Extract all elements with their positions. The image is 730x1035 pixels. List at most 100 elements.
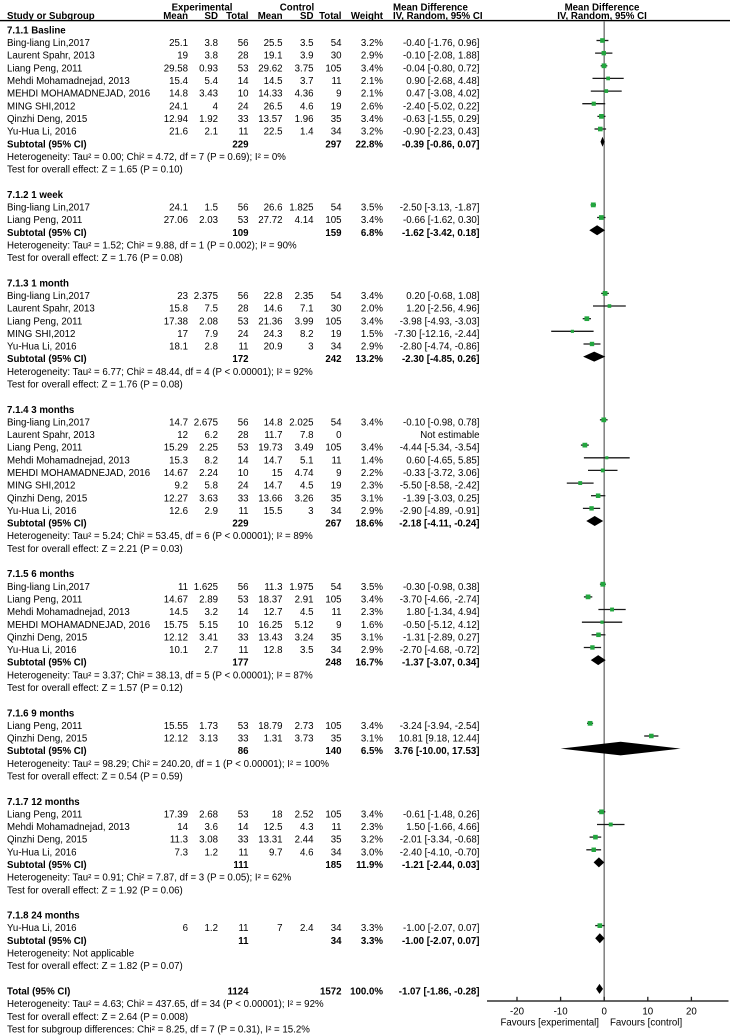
svg-text:15.29: 15.29 [164,443,188,454]
svg-text:11: 11 [238,847,248,858]
svg-text:11: 11 [238,506,248,517]
svg-text:SD: SD [300,11,313,22]
svg-text:2.7: 2.7 [205,645,218,656]
svg-text:15.8: 15.8 [169,304,188,315]
svg-text:Mean Difference: Mean Difference [393,3,468,14]
svg-text:17.38: 17.38 [164,316,188,327]
svg-text:Test for overall effect: Z = 1: Test for overall effect: Z = 1.92 (P = 0… [7,885,183,896]
svg-text:IV, Random, 95% CI: IV, Random, 95% CI [557,11,647,22]
svg-text:-5.50 [-8.58, -2.42]: -5.50 [-8.58, -2.42] [400,481,480,492]
svg-text:Test for overall effect: Z = 1: Test for overall effect: Z = 1.82 (P = 0… [7,961,183,972]
svg-text:11.3: 11.3 [170,835,188,846]
svg-text:3.2%: 3.2% [361,835,383,846]
svg-text:105: 105 [325,63,341,74]
svg-text:248: 248 [325,658,342,669]
svg-text:35: 35 [331,734,342,745]
svg-text:16.25: 16.25 [258,620,282,631]
svg-text:100.0%: 100.0% [350,987,383,998]
svg-text:159: 159 [325,228,342,239]
svg-text:14: 14 [238,822,249,833]
svg-text:17.39: 17.39 [164,809,188,820]
svg-text:105: 105 [325,316,341,327]
svg-text:6.2: 6.2 [205,430,218,441]
svg-text:12.94: 12.94 [164,114,189,125]
svg-text:-3.24 [-3.94, -2.54]: -3.24 [-3.94, -2.54] [400,721,480,732]
svg-text:24.3: 24.3 [264,329,283,340]
svg-text:33: 33 [238,632,249,643]
svg-text:1.96: 1.96 [295,114,314,125]
svg-text:18.1: 18.1 [169,342,188,353]
svg-text:23: 23 [177,291,188,302]
svg-text:-4.44 [-5.34, -3.54]: -4.44 [-5.34, -3.54] [400,443,480,454]
svg-text:24.1: 24.1 [169,203,188,214]
svg-text:Test for overall effect: Z = 1: Test for overall effect: Z = 1.65 (P = 0… [7,165,183,176]
svg-text:Subtotal (95% CI): Subtotal (95% CI) [7,228,87,239]
svg-text:7.1.7 12 months: 7.1.7 12 months [7,797,80,808]
svg-text:54: 54 [331,38,342,49]
svg-text:56: 56 [238,38,249,49]
svg-text:Subtotal (95% CI): Subtotal (95% CI) [7,936,87,947]
svg-text:18.37: 18.37 [258,595,282,606]
svg-text:5.8: 5.8 [205,481,218,492]
svg-text:Liang Peng, 2011: Liang Peng, 2011 [7,809,82,820]
svg-text:11.9%: 11.9% [356,860,383,871]
svg-text:1124: 1124 [227,987,249,998]
svg-text:3.1%: 3.1% [361,493,383,504]
svg-text:54: 54 [331,582,342,593]
svg-text:2.73: 2.73 [295,721,314,732]
svg-text:-2.40 [-5.02, 0.22]: -2.40 [-5.02, 0.22] [403,101,479,112]
svg-text:22.8%: 22.8% [356,139,384,150]
svg-text:0: 0 [336,430,342,441]
svg-text:2.3%: 2.3% [361,822,383,833]
svg-text:2.3%: 2.3% [361,481,383,492]
svg-text:14.67: 14.67 [164,595,188,606]
svg-text:53: 53 [238,215,249,226]
svg-text:7.1.3 1 month: 7.1.3 1 month [7,278,69,289]
svg-text:34: 34 [331,645,342,656]
svg-text:0.90 [-2.68, 4.48]: 0.90 [-2.68, 4.48] [406,76,479,87]
svg-text:19: 19 [331,101,342,112]
svg-text:3.4%: 3.4% [361,595,383,606]
svg-text:0: 0 [602,1006,608,1017]
svg-text:17: 17 [177,329,188,340]
svg-text:9: 9 [336,468,341,479]
svg-text:7.1.5 6 months: 7.1.5 6 months [7,569,74,580]
svg-text:1.975: 1.975 [289,582,313,593]
svg-text:MEHDI MOHAMADNEJAD, 2016: MEHDI MOHAMADNEJAD, 2016 [7,468,150,479]
svg-text:3.4%: 3.4% [361,443,383,454]
svg-text:15.5: 15.5 [264,506,283,517]
svg-text:Heterogeneity: Tau² = 6.77; Ch: Heterogeneity: Tau² = 6.77; Chi² = 48.44… [7,367,313,378]
svg-text:Yu-Hua Li, 2016: Yu-Hua Li, 2016 [7,127,76,138]
svg-text:15.75: 15.75 [164,620,188,631]
svg-text:15.4: 15.4 [169,76,188,87]
svg-text:2.675: 2.675 [194,417,218,428]
svg-text:3.13: 3.13 [199,734,218,745]
svg-text:25.5: 25.5 [264,38,283,49]
svg-text:4.6: 4.6 [300,847,313,858]
svg-text:0.47 [-3.08, 4.02]: 0.47 [-3.08, 4.02] [406,89,479,100]
svg-text:2.35: 2.35 [295,291,314,302]
svg-text:12.5: 12.5 [264,822,283,833]
svg-text:1.625: 1.625 [194,582,218,593]
svg-text:30: 30 [331,304,342,315]
svg-text:177: 177 [232,658,248,669]
svg-text:Experimental: Experimental [172,3,233,14]
svg-text:14.6: 14.6 [264,304,283,315]
svg-text:7.1.8 24 months: 7.1.8 24 months [7,911,80,922]
svg-text:2.9%: 2.9% [361,506,383,517]
svg-text:Mean Difference: Mean Difference [565,3,640,14]
svg-text:-0.63 [-1.55, 0.29]: -0.63 [-1.55, 0.29] [403,114,479,125]
svg-text:Laurent Spahr, 2013: Laurent Spahr, 2013 [7,304,95,315]
svg-text:Mean: Mean [163,11,188,22]
svg-text:1572: 1572 [320,987,342,998]
svg-text:3.24: 3.24 [295,632,314,643]
svg-text:2.44: 2.44 [295,835,314,846]
svg-text:9.7: 9.7 [269,847,282,858]
svg-text:12.12: 12.12 [164,632,188,643]
svg-text:Qinzhi Deng, 2015: Qinzhi Deng, 2015 [7,835,87,846]
svg-text:3.5%: 3.5% [361,203,383,214]
svg-text:4.36: 4.36 [295,89,314,100]
svg-text:3.4%: 3.4% [361,721,383,732]
svg-text:2.03: 2.03 [199,215,218,226]
svg-text:-0.66 [-1.62, 0.30]: -0.66 [-1.62, 0.30] [403,215,479,226]
